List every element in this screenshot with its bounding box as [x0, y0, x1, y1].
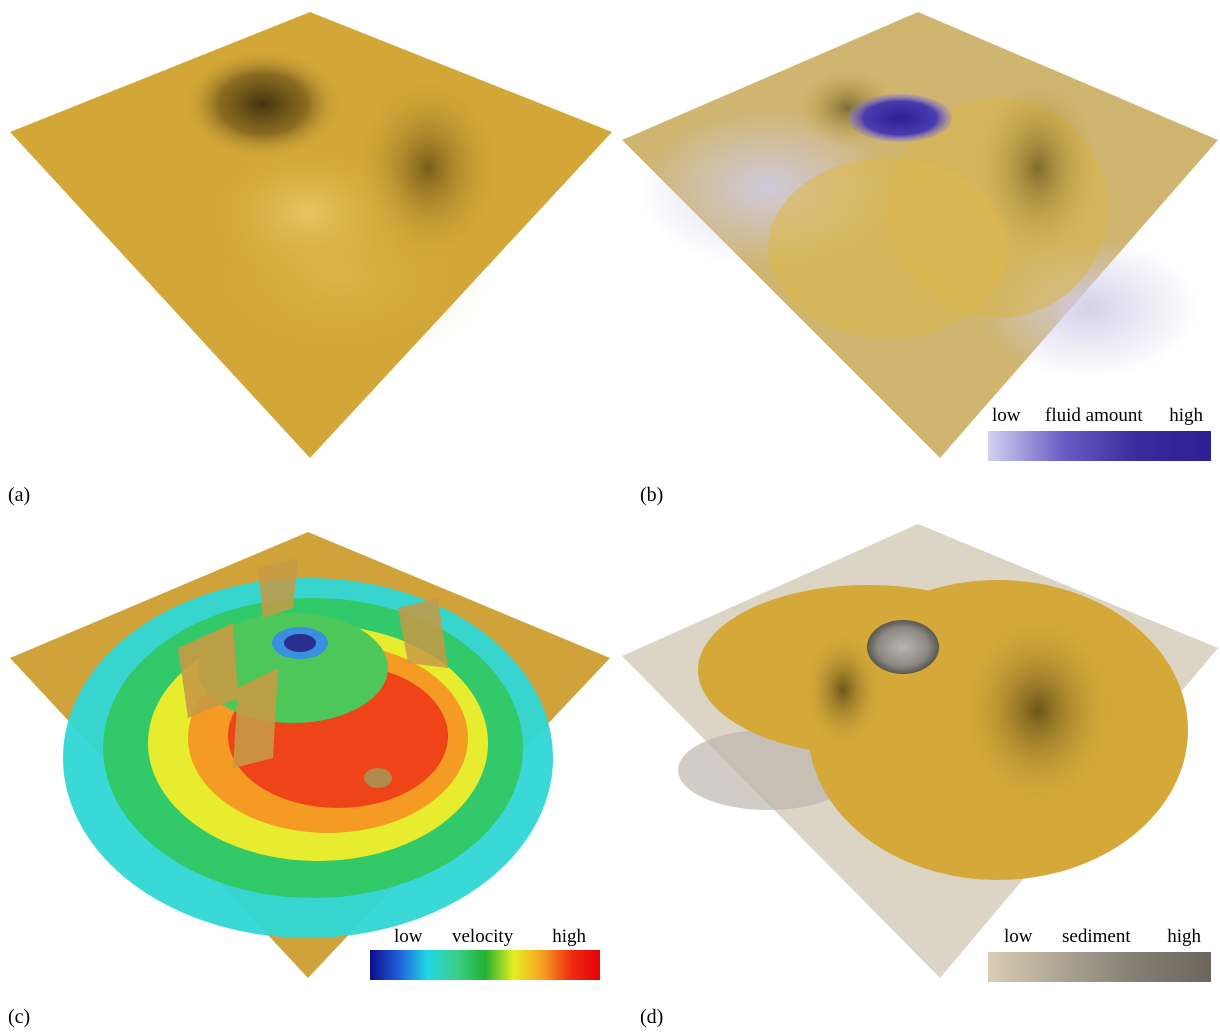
legend-colorbar	[988, 431, 1211, 461]
crater-fluid	[848, 94, 952, 142]
legend-colorbar	[988, 952, 1211, 982]
legend-title: velocity	[452, 926, 514, 947]
caption-d: (d)	[640, 1006, 664, 1028]
panel-d-render	[618, 520, 1220, 980]
panel-a-render	[8, 8, 613, 460]
terrain-render-d	[622, 524, 1218, 978]
caption-a: (a)	[8, 484, 31, 506]
panel-c-render	[8, 528, 613, 980]
legend-fluid-amount: low fluid amount high	[988, 405, 1211, 461]
crater-sediment	[867, 620, 939, 674]
terrain-render-c	[10, 532, 610, 978]
legend-high-label: high	[1169, 405, 1203, 426]
legend-velocity: low velocity high	[370, 926, 600, 982]
terrain-render-a	[10, 12, 612, 458]
legend-low-label: low	[394, 926, 423, 947]
legend-sediment: low sediment high	[988, 926, 1211, 984]
legend-high-label: high	[552, 926, 586, 947]
caption-c: (c)	[8, 1006, 31, 1028]
legend-high-label: high	[1167, 926, 1201, 947]
legend-title: fluid amount	[1045, 405, 1143, 426]
legend-title: sediment	[1062, 926, 1131, 947]
legend-low-label: low	[1004, 926, 1033, 947]
panel-b-render	[618, 8, 1220, 460]
caption-b: (b)	[640, 484, 664, 506]
legend-colorbar	[370, 950, 600, 980]
legend-low-label: low	[992, 405, 1021, 426]
terrain-render-b	[622, 12, 1218, 458]
